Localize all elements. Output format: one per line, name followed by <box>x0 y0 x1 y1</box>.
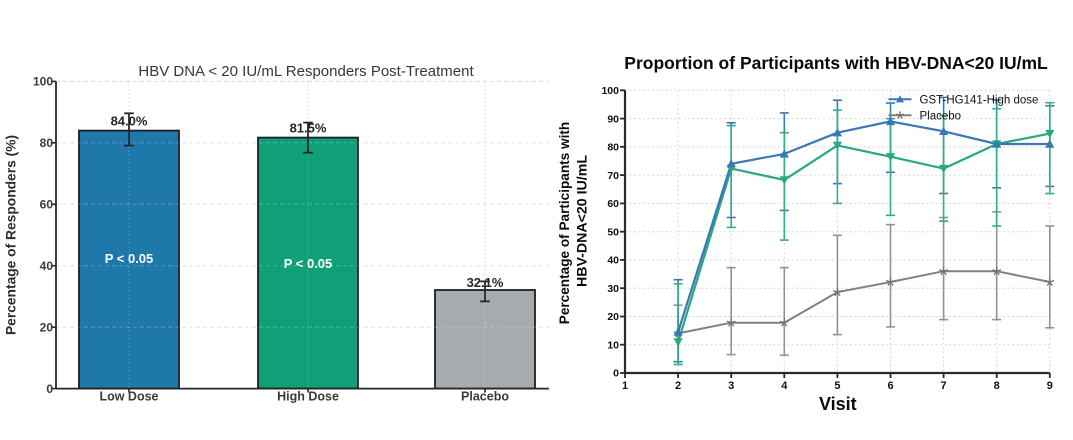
svg-text:0: 0 <box>613 368 619 380</box>
svg-text:Percentage of Participants wit: Percentage of Participants with <box>557 122 572 324</box>
svg-text:P < 0.05: P < 0.05 <box>105 251 154 266</box>
svg-text:20: 20 <box>607 311 619 323</box>
svg-text:Placebo: Placebo <box>920 110 962 122</box>
svg-text:8: 8 <box>994 380 1000 392</box>
svg-text:Proportion of Participants wit: Proportion of Participants with HBV-DNA<… <box>624 53 1048 73</box>
svg-text:84.0%: 84.0% <box>111 113 148 128</box>
svg-text:HBV-DNA<20 IU/mL: HBV-DNA<20 IU/mL <box>575 155 591 287</box>
svg-text:HBV DNA < 20 IU/mL Responders: HBV DNA < 20 IU/mL Responders Post-Treat… <box>138 63 474 80</box>
svg-text:7: 7 <box>941 380 947 392</box>
svg-text:100: 100 <box>601 85 619 97</box>
svg-text:3: 3 <box>728 380 734 392</box>
svg-text:5: 5 <box>834 380 840 392</box>
svg-text:High Dose: High Dose <box>277 390 339 404</box>
svg-text:2: 2 <box>675 380 681 392</box>
svg-text:100: 100 <box>33 75 53 89</box>
svg-text:32.1%: 32.1% <box>467 275 504 290</box>
svg-text:Low Dose: Low Dose <box>99 390 158 404</box>
svg-text:1: 1 <box>622 380 628 392</box>
svg-text:40: 40 <box>40 259 54 273</box>
svg-text:70: 70 <box>607 170 619 182</box>
svg-text:P < 0.05: P < 0.05 <box>284 256 333 271</box>
svg-text:60: 60 <box>607 198 619 210</box>
svg-text:0: 0 <box>46 382 53 396</box>
svg-text:4: 4 <box>781 380 788 392</box>
svg-text:80: 80 <box>40 136 54 150</box>
svg-text:GST-HG141-High dose: GST-HG141-High dose <box>920 94 1039 106</box>
svg-text:90: 90 <box>607 113 619 125</box>
svg-text:10: 10 <box>607 339 619 351</box>
svg-text:6: 6 <box>887 380 893 392</box>
svg-text:40: 40 <box>607 255 619 267</box>
svg-text:20: 20 <box>40 320 54 334</box>
svg-text:60: 60 <box>40 198 54 212</box>
svg-text:Percentage of Responders (%): Percentage of Responders (%) <box>4 135 19 335</box>
svg-text:Placebo: Placebo <box>461 390 509 404</box>
svg-text:Visit: Visit <box>819 394 857 414</box>
svg-text:50: 50 <box>607 226 619 238</box>
svg-text:9: 9 <box>1047 380 1053 392</box>
svg-text:30: 30 <box>607 283 619 295</box>
svg-text:81.5%: 81.5% <box>290 121 327 136</box>
svg-text:80: 80 <box>607 142 619 154</box>
